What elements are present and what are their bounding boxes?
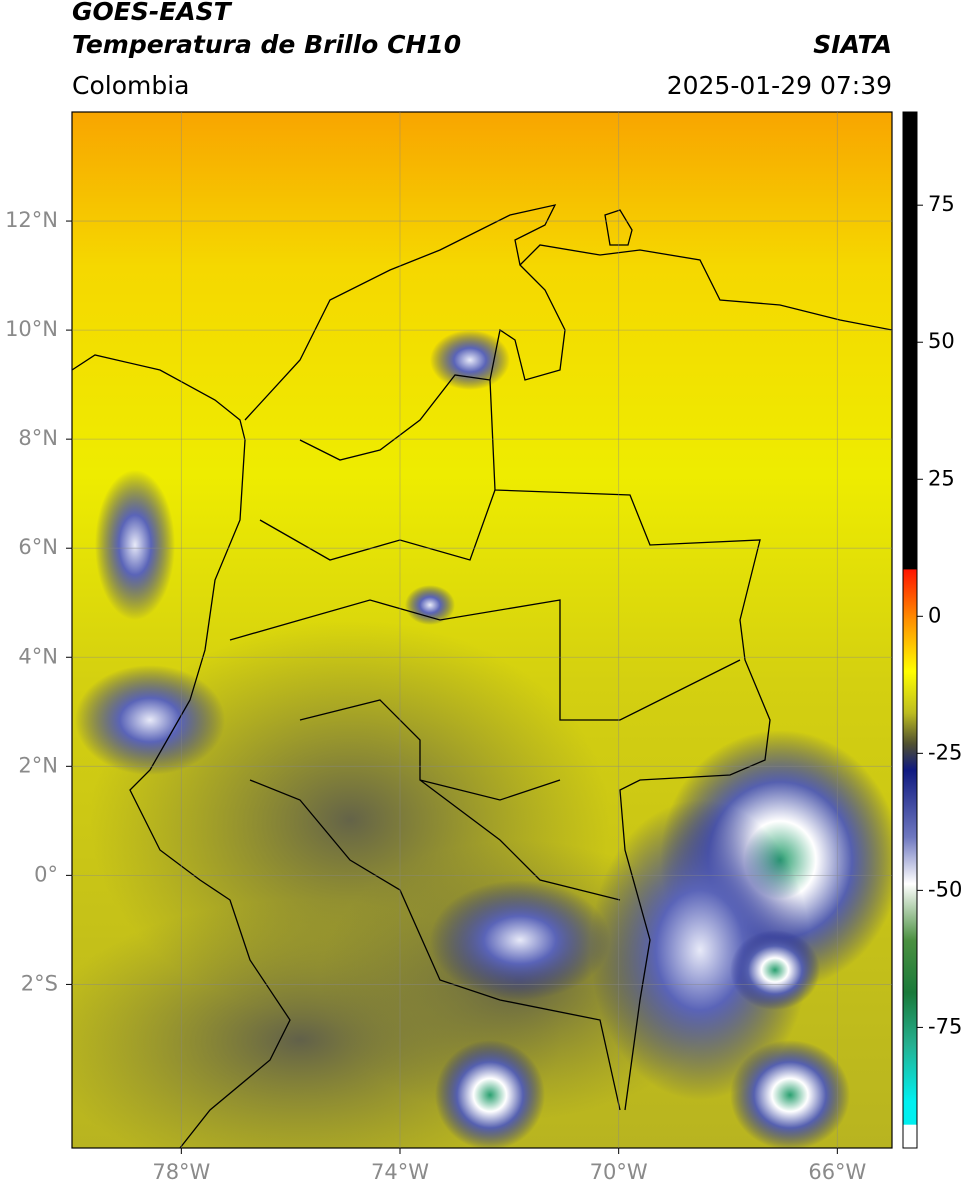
y-tick-label: 12°N: [5, 208, 58, 232]
title-line1: GOES-EAST: [72, 0, 233, 26]
colorbar-tick-label: -75: [928, 1014, 962, 1038]
colorbar-tick-label: 50: [928, 329, 955, 353]
colorbar-tick-label: 75: [928, 192, 955, 216]
y-tick-label: 2°N: [18, 753, 58, 777]
y-tick-label: 10°N: [5, 317, 58, 341]
colorbar-tick-label: 25: [928, 466, 955, 490]
region: Colombia: [72, 71, 189, 100]
x-tick-label: 70°W: [590, 1160, 648, 1184]
satellite-image: [72, 112, 892, 1148]
y-tick-label: 8°N: [18, 426, 58, 450]
title-line2: Temperatura de Brillo CH10: [72, 30, 461, 59]
colorbar: [902, 111, 918, 1149]
x-tick-label: 74°W: [371, 1160, 429, 1184]
colorbar-tick-label: 0: [928, 603, 941, 627]
x-tick-label: 78°W: [152, 1160, 210, 1184]
y-tick-label: 0°: [34, 862, 58, 886]
y-tick-label: 6°N: [18, 535, 58, 559]
colorbar-tick-label: -25: [928, 740, 962, 764]
map-frame: [71, 111, 893, 1149]
y-tick-label: 4°N: [18, 644, 58, 668]
timestamp: 2025-01-29 07:39: [667, 71, 892, 100]
source: SIATA: [813, 30, 892, 59]
colorbar-tick-label: -50: [928, 877, 962, 901]
y-tick-label: 2°S: [21, 971, 58, 995]
x-tick-label: 66°W: [808, 1160, 866, 1184]
